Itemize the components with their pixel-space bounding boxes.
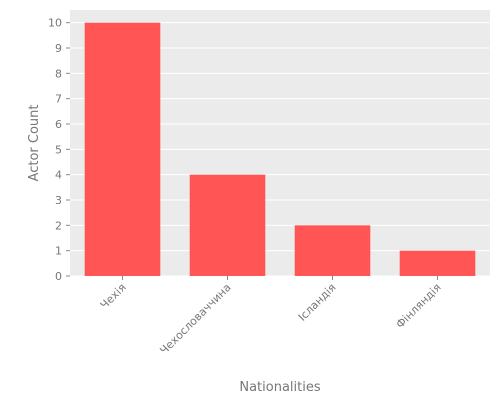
x-tick-label: Чехословаччина [157,281,233,357]
y-tick-label: 5 [55,143,62,156]
x-axis-ticks: Чехія Чехословаччина Ісландія Фінляндія [98,276,444,357]
y-tick-label: 8 [55,67,62,80]
y-tick-label: 4 [55,169,62,182]
x-tick-label: Фінляндія [394,281,444,331]
bar [189,174,266,276]
x-tick-label: Ісландія [296,281,339,324]
x-axis-label: Nationalities [239,380,320,395]
y-tick-label: 3 [55,194,62,207]
y-tick-label: 1 [55,245,62,258]
y-tick-label: 2 [55,219,62,232]
y-axis-label: Actor Count [27,105,42,182]
bar [84,22,161,276]
y-axis-ticks: 0 1 2 3 4 5 6 7 8 9 10 [48,17,70,283]
bar [294,225,371,276]
y-tick-label: 0 [55,270,62,283]
y-tick-label: 6 [55,118,62,131]
x-tick-label: Чехія [98,281,129,312]
bar [399,250,476,276]
y-tick-label: 10 [48,17,62,30]
bars [84,22,476,276]
y-tick-label: 9 [55,42,62,55]
y-tick-label: 7 [55,93,62,106]
